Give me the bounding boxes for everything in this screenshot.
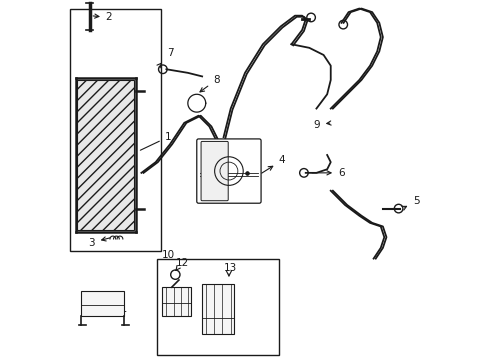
Text: 13: 13 [224,262,237,273]
Text: 9: 9 [314,120,331,130]
Text: 8: 8 [200,75,220,92]
Text: 7: 7 [157,48,173,68]
Text: 6: 6 [312,168,344,178]
Bar [202,284,234,334]
Text: 3: 3 [88,237,110,248]
Text: 11: 11 [106,303,128,315]
Text: 1: 1 [140,132,171,150]
Text: 4: 4 [262,156,286,173]
Text: 10: 10 [162,250,175,260]
Bar [157,258,279,355]
Text: 5: 5 [402,197,419,210]
Text: 2: 2 [93,13,112,22]
Bar [77,80,134,230]
Bar [70,9,161,251]
FancyBboxPatch shape [197,139,261,203]
FancyBboxPatch shape [201,141,228,201]
Bar [162,287,191,316]
Text: 12: 12 [175,257,189,270]
Bar [81,291,123,316]
